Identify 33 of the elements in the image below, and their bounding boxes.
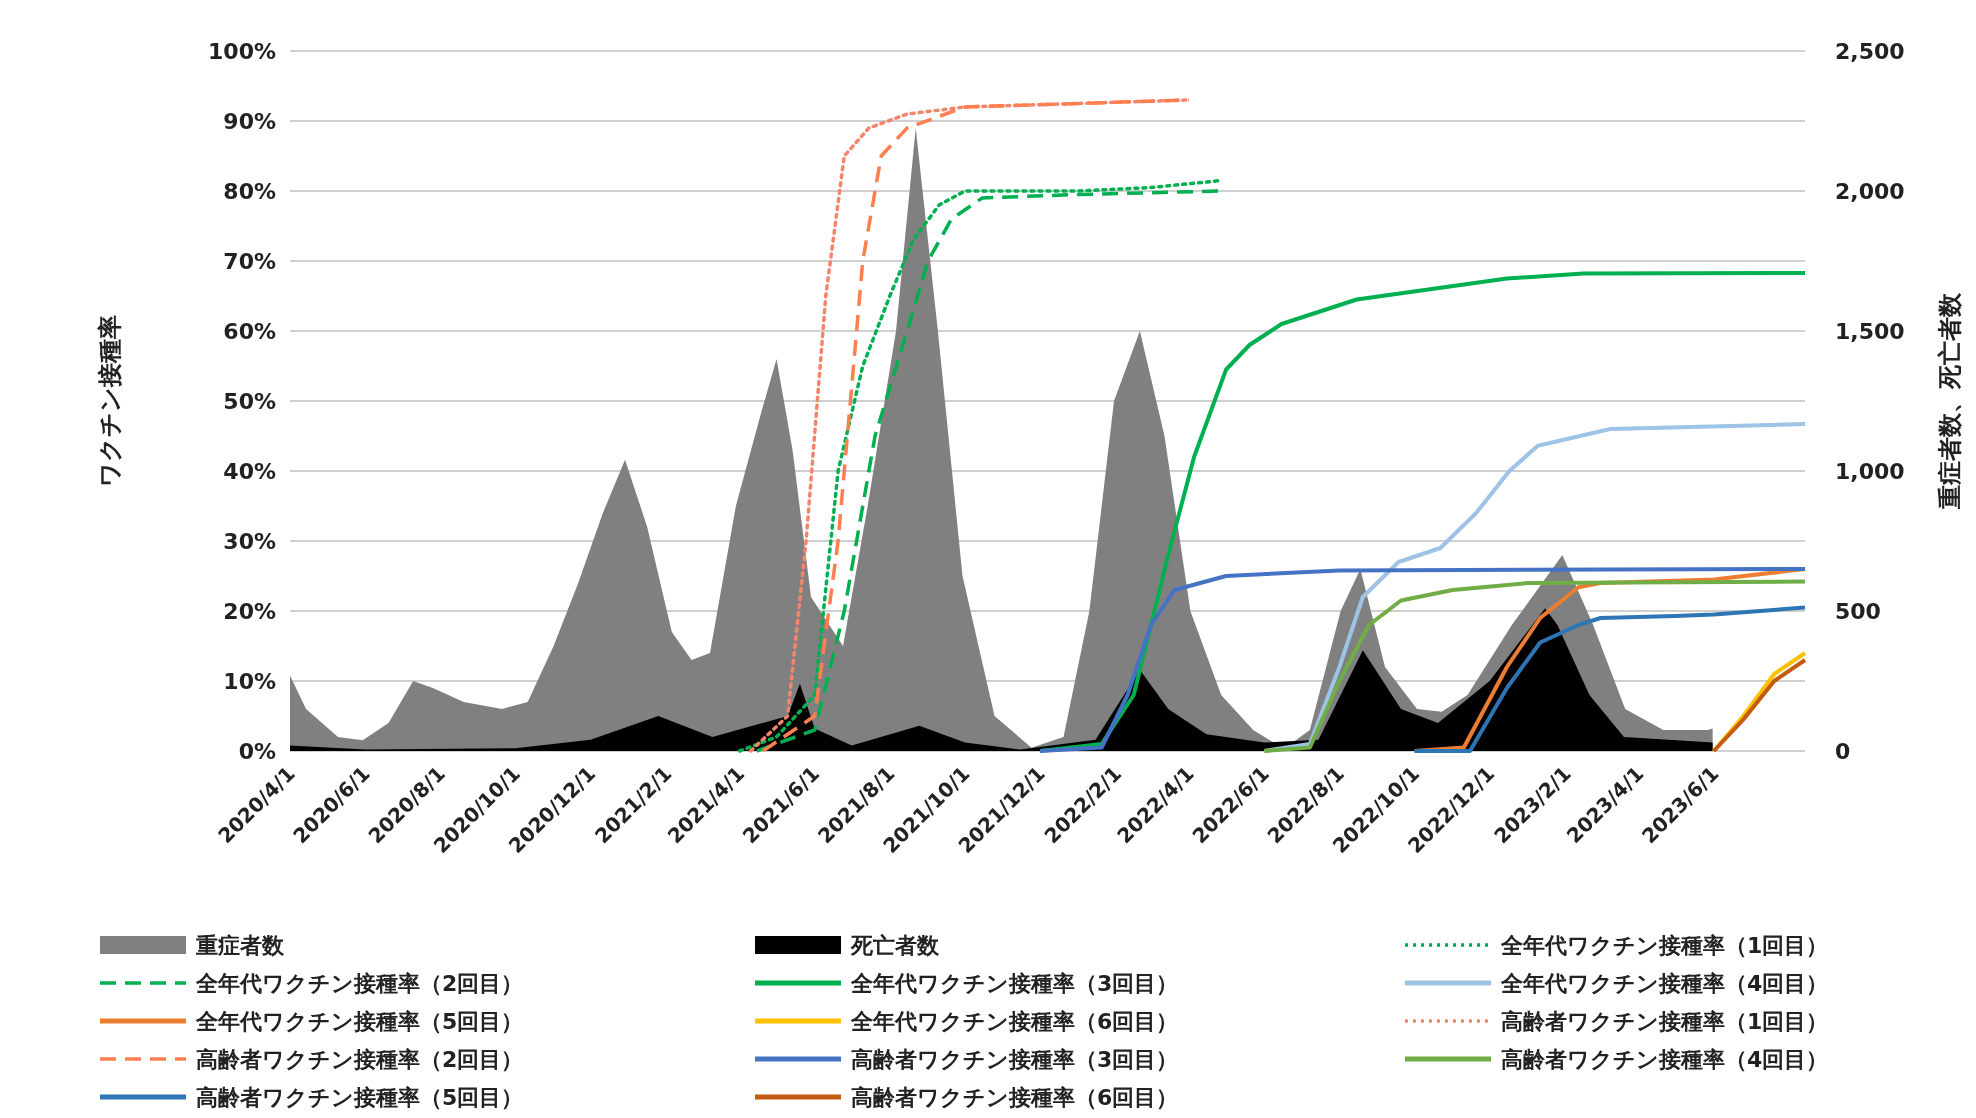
legend-label: 高齢者ワクチン接種率（3回目）: [851, 1047, 1179, 1072]
y-tick-label: 90%: [223, 109, 276, 134]
legend-label: 全年代ワクチン接種率（3回目）: [850, 971, 1179, 996]
y2-tick-label: 1,500: [1835, 319, 1905, 344]
y-tick-label: 20%: [223, 599, 276, 624]
y2-tick-label: 2,500: [1835, 39, 1905, 64]
y-tick-label: 80%: [223, 179, 276, 204]
legend-label: 高齢者ワクチン接種率（4回目）: [1501, 1047, 1829, 1072]
legend-label: 高齢者ワクチン接種率（6回目）: [851, 1085, 1179, 1110]
y-tick-label: 100%: [208, 39, 276, 64]
legend-label: 全年代ワクチン接種率（1回目）: [1500, 933, 1829, 958]
legend-label: 高齢者ワクチン接種率（2回目）: [196, 1047, 524, 1072]
legend-label: 全年代ワクチン接種率（6回目）: [850, 1009, 1179, 1034]
y2-tick-label: 500: [1835, 599, 1881, 624]
legend-label: 全年代ワクチン接種率（5回目）: [195, 1009, 524, 1034]
y-tick-label: 10%: [223, 669, 276, 694]
y2-axis-title: 重症者数、死亡者数: [1936, 292, 1964, 510]
y2-tick-label: 2,000: [1835, 179, 1905, 204]
y-tick-label: 50%: [223, 389, 276, 414]
y-tick-label: 40%: [223, 459, 276, 484]
legend-label: 重症者数: [195, 933, 285, 958]
y-tick-label: 70%: [223, 249, 276, 274]
y-tick-label: 60%: [223, 319, 276, 344]
y2-tick-label: 0: [1835, 739, 1851, 764]
legend-label: 全年代ワクチン接種率（4回目）: [1500, 971, 1829, 996]
legend-label: 高齢者ワクチン接種率（1回目）: [1501, 1009, 1829, 1034]
y2-tick-label: 1,000: [1835, 459, 1905, 484]
y-axis-title: ワクチン接種率: [96, 315, 124, 487]
y-tick-label: 30%: [223, 529, 276, 554]
legend-label: 高齢者ワクチン接種率（5回目）: [196, 1085, 524, 1110]
legend-label: 死亡者数: [850, 933, 940, 958]
legend-label: 全年代ワクチン接種率（2回目）: [195, 971, 524, 996]
y-tick-label: 0%: [238, 739, 276, 764]
